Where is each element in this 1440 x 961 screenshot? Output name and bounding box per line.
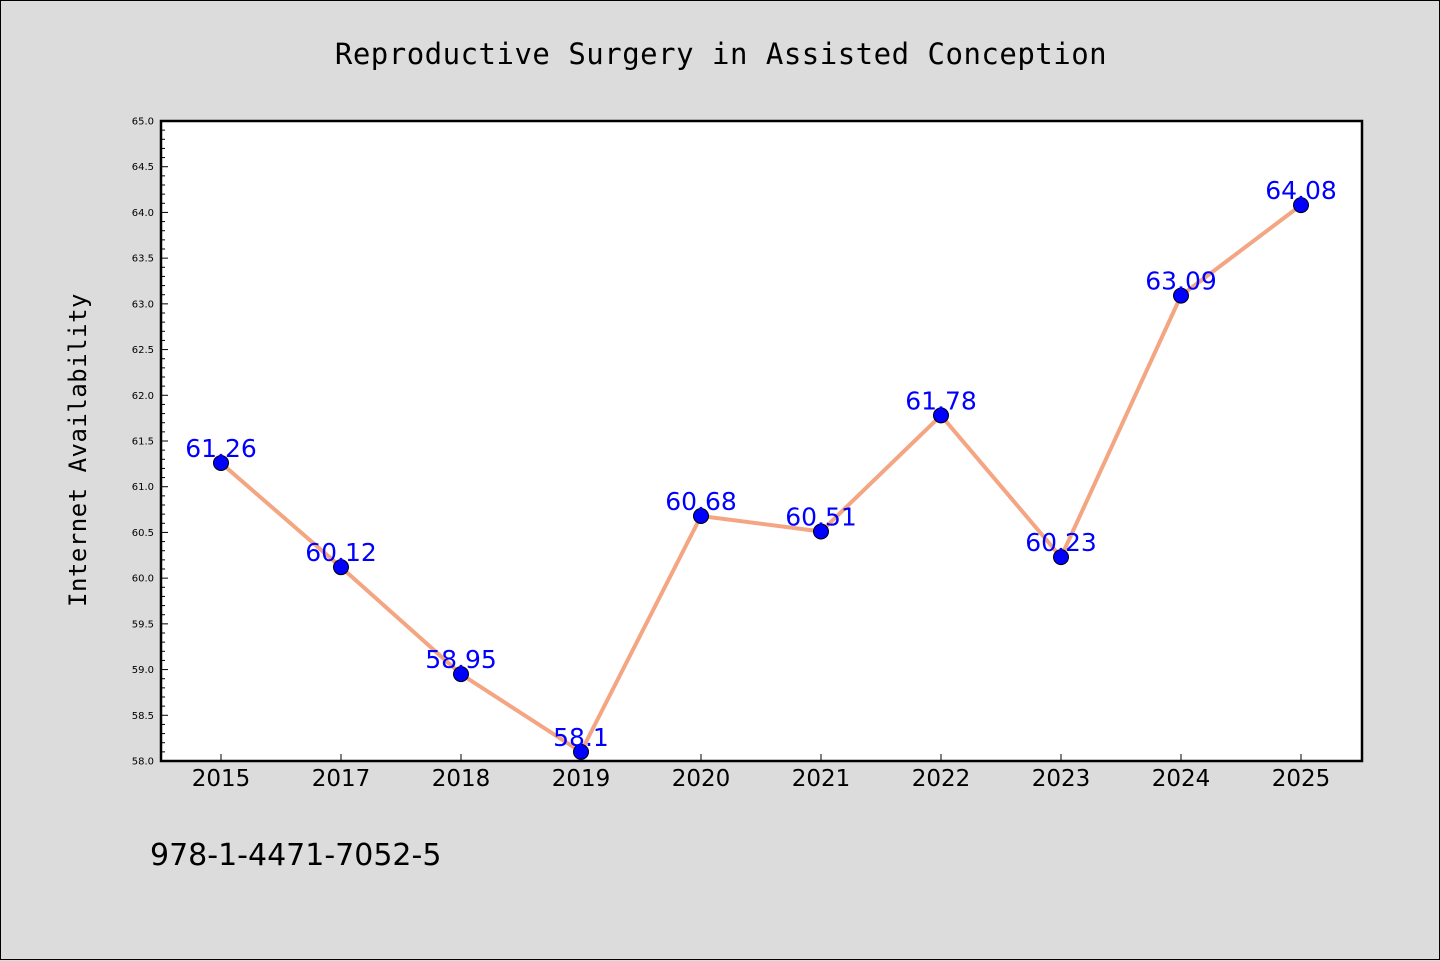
data-point — [453, 666, 469, 683]
y-tick-label: 58.5 — [132, 711, 154, 722]
x-tick-label: 2017 — [312, 766, 371, 792]
data-label: 60.68 — [665, 487, 737, 516]
series-markers — [213, 197, 1309, 760]
y-tick-label: 64.5 — [132, 162, 154, 173]
x-tick-label: 2022 — [912, 766, 971, 792]
series-line — [219, 203, 1303, 754]
data-point — [573, 743, 589, 760]
data-label: 60.51 — [785, 503, 857, 532]
y-tick-label: 63.0 — [132, 299, 154, 310]
y-axis-label: Internet Availability — [64, 293, 92, 607]
x-tick-label: 2020 — [672, 766, 731, 792]
data-label: 61.26 — [185, 434, 257, 463]
x-tick-label: 2015 — [192, 766, 251, 792]
data-label: 58.1 — [553, 723, 609, 752]
data-point — [813, 523, 829, 540]
plot-area — [161, 121, 1362, 761]
x-tick-label: 2021 — [792, 766, 851, 792]
data-point — [933, 407, 949, 424]
y-tick-label: 64.0 — [132, 208, 154, 219]
data-label: 64.08 — [1265, 176, 1337, 205]
x-axis: 2015 2017 2018 2019 2020 2021 2022 2023 2024 2025 — [192, 754, 1331, 792]
y-tick-label: 62.0 — [132, 391, 154, 402]
y-tick-label: 61.5 — [132, 437, 154, 448]
y-tick-label: 60.5 — [132, 528, 154, 539]
data-point — [1293, 197, 1309, 214]
x-tick-label: 2025 — [1272, 766, 1331, 792]
data-point — [1053, 549, 1069, 566]
data-labels: 61.26 60.12 58.95 58.1 60.68 60.51 61.78 60.23 6… — [185, 176, 1337, 752]
data-point — [213, 454, 229, 471]
y-tick-label: 62.5 — [132, 345, 154, 356]
y-tick-label: 59.0 — [132, 665, 154, 676]
y-tick-label: 65.0 — [132, 117, 154, 128]
data-point — [1173, 287, 1189, 304]
x-tick-label: 2018 — [432, 766, 491, 792]
y-tick-label: 60.0 — [132, 574, 154, 585]
data-label: 61.78 — [905, 386, 977, 415]
y-tick-label: 59.5 — [132, 619, 154, 630]
data-point — [693, 507, 709, 524]
y-tick-label: 61.0 — [132, 482, 154, 493]
x-tick-label: 2023 — [1032, 766, 1091, 792]
plot-frame — [159, 119, 1364, 763]
series-polyline — [219, 203, 1303, 754]
y-tick-label: 58.0 — [132, 757, 154, 768]
x-tick-label: 2019 — [552, 766, 611, 792]
data-label: 60.12 — [305, 538, 377, 567]
chart-title: Reproductive Surgery in Assisted Concept… — [335, 37, 1107, 71]
footnote-isbn: 978-1-4471-7052-5 — [150, 838, 441, 873]
y-tick-label: 63.5 — [132, 254, 154, 265]
data-label: 63.09 — [1145, 267, 1217, 296]
data-label: 58.95 — [425, 645, 497, 674]
data-point — [333, 559, 349, 576]
data-label: 60.23 — [1025, 528, 1097, 557]
x-tick-label: 2024 — [1152, 766, 1211, 792]
